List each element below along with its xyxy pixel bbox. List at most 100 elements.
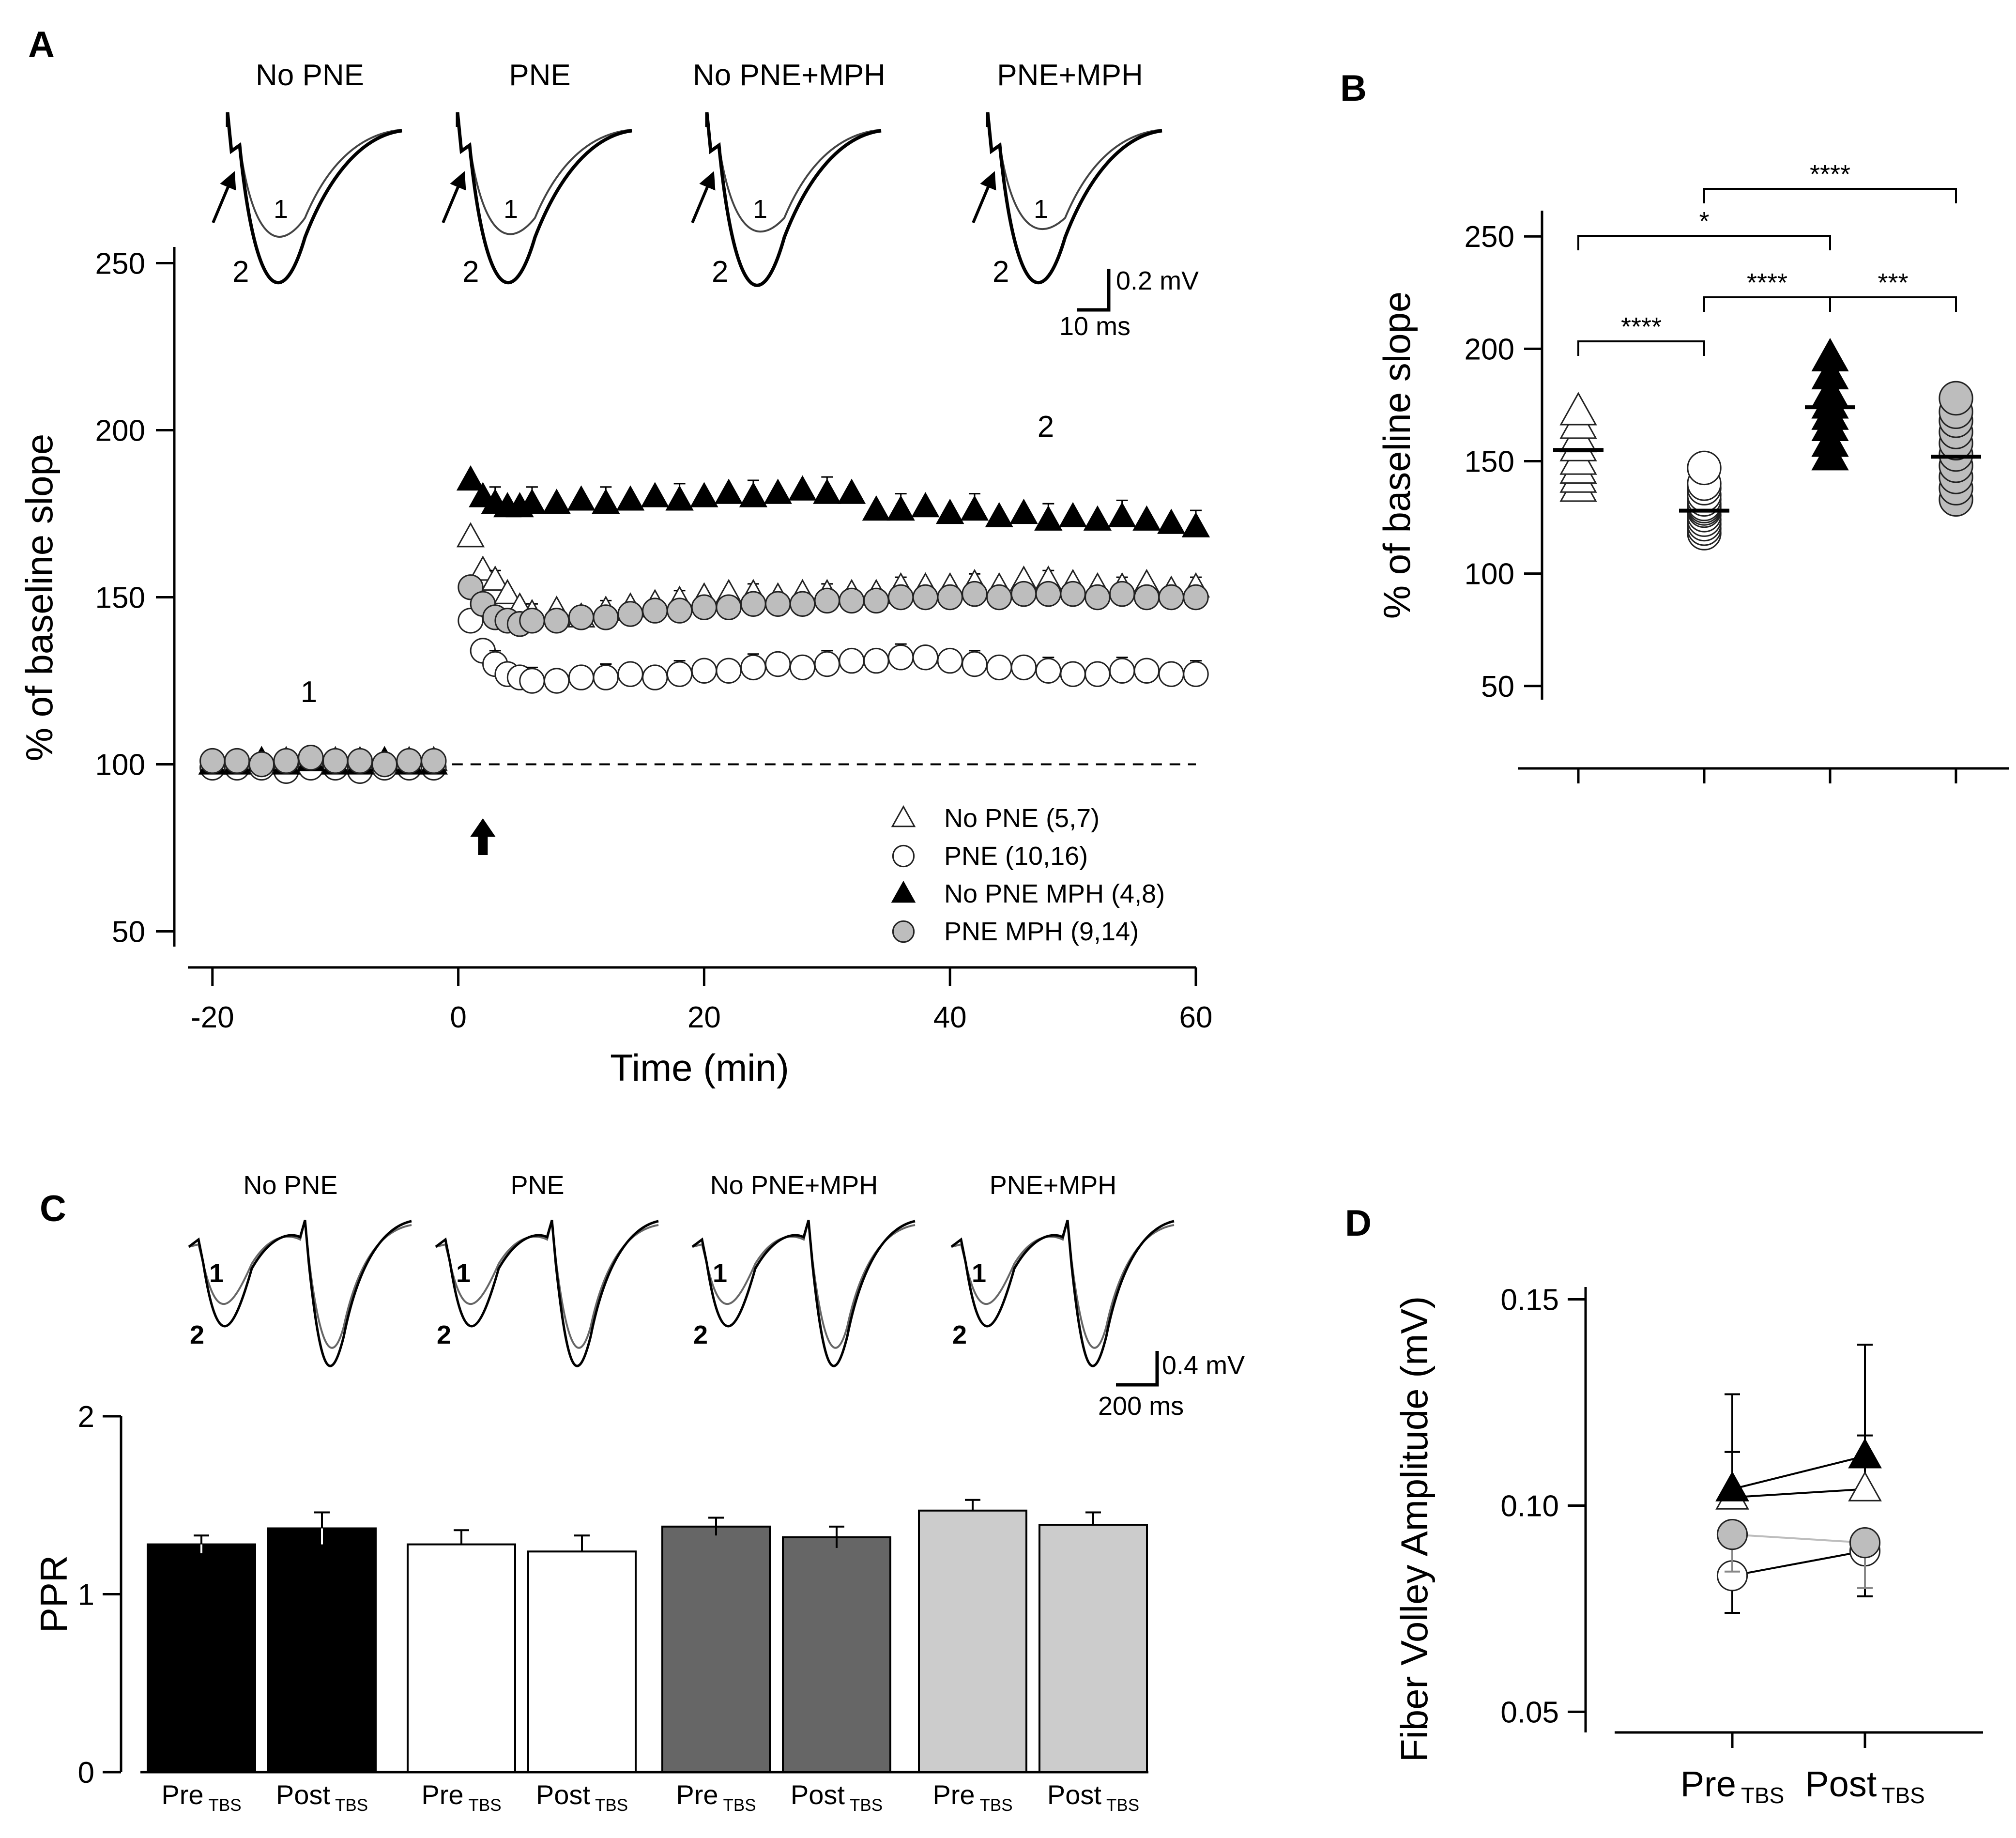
panel-c-y-ticks: 0 1 2 xyxy=(78,1400,121,1790)
panel-b-y-ticks: 50 100 150 200 250 xyxy=(1465,220,1542,704)
c-xtick-label-main: Post xyxy=(276,1779,330,1810)
a-data-point xyxy=(789,591,816,617)
d-data-point xyxy=(1849,1527,1881,1559)
a-data-point xyxy=(1084,661,1111,687)
b-ytick-label: 200 xyxy=(1465,333,1514,366)
c-trace-label-1: 1 xyxy=(456,1259,471,1288)
c-xtick-label-sub: TBS xyxy=(980,1796,1013,1815)
a-ytick-label: 100 xyxy=(95,749,145,782)
a-data-point xyxy=(421,748,447,774)
a-data-point xyxy=(642,597,668,624)
a-trace-2: 12 xyxy=(442,112,632,289)
a-data-point xyxy=(1035,581,1062,607)
a-data-point xyxy=(789,654,816,681)
a-trace-1: 12 xyxy=(212,112,402,289)
a-data-point xyxy=(347,748,373,774)
a-data-point xyxy=(273,748,299,774)
d-series-line xyxy=(1732,1455,1865,1490)
b-group-pne-mph xyxy=(1931,381,1981,517)
a-series-no-pne xyxy=(198,522,1210,775)
d-ytick-label: 0.15 xyxy=(1500,1284,1559,1317)
a-series-pne-mph xyxy=(199,574,1209,778)
a-legend-label: No PNE (5,7) xyxy=(944,804,1100,833)
c-bar xyxy=(407,1543,516,1774)
d-xtick-label: Post TBS xyxy=(1805,1764,1925,1808)
c-xtick-label-sub: TBS xyxy=(1106,1796,1139,1815)
b-group-no-pne xyxy=(1553,392,1604,502)
c-xtick-label: Pre TBS xyxy=(421,1779,501,1815)
a-data-point xyxy=(519,668,545,694)
b-data-point xyxy=(1811,355,1849,390)
b-group-pne xyxy=(1679,450,1729,551)
d-xtick-label: Pre TBS xyxy=(1680,1764,1785,1808)
a-data-point xyxy=(814,587,840,614)
d-ytick-label: 0.05 xyxy=(1500,1696,1559,1729)
c-xtick-label: Post TBS xyxy=(536,1779,628,1815)
a-data-point xyxy=(666,661,693,687)
panel-a-annotation-1: 1 xyxy=(301,675,317,709)
a-data-point xyxy=(544,668,570,694)
a-data-point xyxy=(666,597,693,624)
a-data-point xyxy=(1083,505,1112,531)
c-bar xyxy=(267,1527,377,1773)
a-trace-title: No PNE+MPH xyxy=(693,59,886,92)
a-xtick-label: 20 xyxy=(687,1001,721,1034)
a-data-point xyxy=(962,581,988,607)
a-xtick-label: 40 xyxy=(933,1001,967,1034)
b-sig-bracket xyxy=(1577,235,1831,250)
d-series-line xyxy=(1732,1550,1865,1577)
panel-b-letter: B xyxy=(1340,68,1367,109)
panel-c-letter: C xyxy=(40,1188,66,1229)
a-data-point xyxy=(1158,661,1184,687)
panel-a-y-axis-label: % of baseline slope xyxy=(18,434,61,761)
c-xtick-label: Pre TBS xyxy=(161,1779,241,1815)
a-data-point xyxy=(813,478,841,504)
a-data-point xyxy=(1157,508,1186,534)
b-data-point xyxy=(1559,392,1597,426)
c-bar xyxy=(661,1525,771,1774)
c-trace-label-2: 2 xyxy=(693,1320,708,1349)
c-trace-label-1: 1 xyxy=(972,1259,986,1288)
a-data-point xyxy=(863,587,889,614)
c-xtick-label-main: Pre xyxy=(161,1779,203,1810)
a-trace-label-2: 2 xyxy=(993,255,1009,289)
a-data-point xyxy=(937,647,963,674)
a-ytick-label: 200 xyxy=(95,414,145,448)
c-xtick-label-sub: TBS xyxy=(469,1796,502,1815)
panel-c-scalebar-x-label: 200 ms xyxy=(1098,1392,1184,1421)
a-trace-1 xyxy=(457,112,632,235)
a-data-point xyxy=(1060,661,1086,687)
a-data-point xyxy=(544,608,570,634)
a-data-point xyxy=(1183,584,1209,611)
c-ytick-label: 1 xyxy=(78,1578,94,1612)
a-data-point xyxy=(1183,661,1209,687)
tbs-arrow-shaft xyxy=(478,836,488,855)
panel-c-scalebar-y-label: 0.4 mV xyxy=(1162,1351,1245,1380)
a-ytick-label: 250 xyxy=(95,247,145,281)
a-data-point xyxy=(765,651,791,677)
d-xtick-label-main: Post xyxy=(1805,1764,1877,1804)
c-trace-2 xyxy=(691,1220,916,1367)
a-data-point xyxy=(1010,654,1037,681)
a-data-point xyxy=(542,489,571,514)
c-bar xyxy=(527,1550,637,1774)
b-sig-bracket xyxy=(1703,296,1831,312)
c-xtick-label-sub: TBS xyxy=(595,1796,628,1815)
b-sig-label: * xyxy=(1699,207,1709,236)
b-ytick-label: 150 xyxy=(1465,445,1514,479)
d-series-line xyxy=(1732,1488,1865,1499)
a-data-point xyxy=(1060,581,1086,607)
panel-b-x-ticks xyxy=(1577,768,1957,783)
a-data-point xyxy=(716,594,742,620)
a-data-point xyxy=(887,584,914,611)
a-data-point xyxy=(519,608,545,634)
a-xtick-label: 60 xyxy=(1179,1001,1213,1034)
a-legend-marker xyxy=(892,920,915,943)
tbs-arrow-icon xyxy=(470,818,496,855)
a-trace-1 xyxy=(227,112,402,238)
panel-d-x-ticks: Pre TBS Post TBS xyxy=(1680,1732,1925,1808)
d-xtick-label-sub: TBS xyxy=(1741,1783,1784,1808)
c-bar xyxy=(1039,1524,1148,1774)
c-trace-title: No PNE+MPH xyxy=(710,1171,878,1200)
